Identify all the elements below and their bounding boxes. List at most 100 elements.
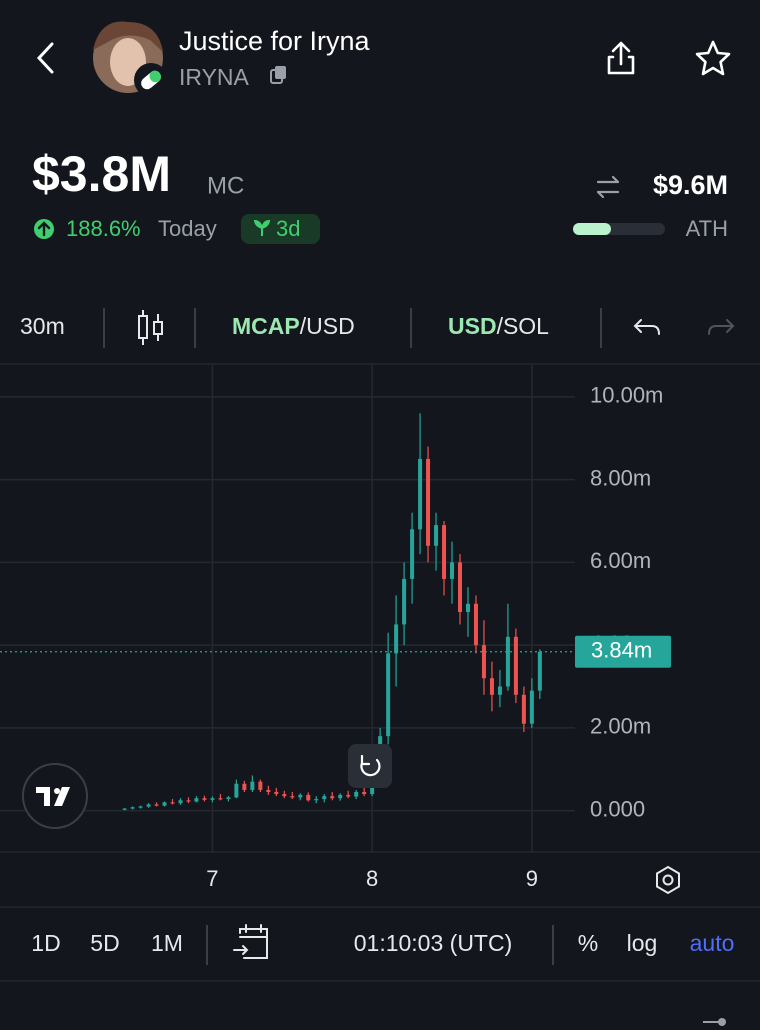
candle-body [434,525,439,546]
reset-chart-button[interactable] [348,744,392,788]
ath-label: ATH [686,216,728,241]
candle-body [290,796,295,798]
candle-body [282,794,287,797]
candle-body [410,529,415,579]
candle-body [322,796,327,800]
interval-button[interactable]: 30m [20,313,65,339]
y-tick-label: 10.00m [590,383,663,408]
percent-scale[interactable]: % [578,930,598,956]
redo-button[interactable] [708,319,735,335]
price-tag [575,635,671,668]
candle-body [473,603,478,646]
copy-icon-back [275,66,286,79]
y-tick-label: 2.00m [590,714,651,739]
tradingview-logo[interactable] [22,763,88,829]
undo-button[interactable] [633,319,660,335]
candle-body [130,807,135,809]
candle-body [386,653,391,737]
candle-body [513,636,518,695]
candle-body [418,458,423,530]
candle-body [210,798,215,800]
settings-center [662,874,674,886]
candle-body [458,562,462,613]
change-percent: 188.6% [66,216,141,241]
date-range-button[interactable] [233,924,268,959]
candle-body [497,686,502,695]
currency-toggle[interactable]: USD/SOL [448,313,549,339]
candle-body [529,690,534,724]
age-pill [241,214,320,244]
candle-body [202,798,207,800]
candle-body [521,694,526,724]
favorite-button[interactable] [695,40,731,76]
candle-body [481,645,486,679]
tradingview-dot [54,788,60,794]
candle-body [338,794,343,799]
candle-body [234,783,239,798]
y-tick-label: 8.00m [590,465,651,490]
token-ticker: IRYNA [179,64,250,90]
candle-body [170,802,175,804]
chart-type-button[interactable] [138,310,163,345]
candle-body [402,578,407,625]
x-tick-label: 7 [206,866,218,891]
auto-scale[interactable]: auto [690,930,735,956]
share-button[interactable] [607,41,635,75]
candle-body [194,798,199,802]
candle-body [346,794,351,797]
ath-value: $9.6M [653,170,728,200]
back-button[interactable] [36,42,54,74]
token-name: Justice for Iryna [179,26,371,56]
candle-body [537,651,542,691]
mcap-option[interactable]: MCAP [232,313,300,339]
y-tick-label: 6.00m [590,548,651,573]
candle-body [394,624,399,654]
candle-body [266,789,271,793]
change-period: Today [158,216,217,241]
token-age: 3d [276,216,300,241]
market-cap-label: MC [207,172,244,199]
candle-body [218,798,223,800]
range-1d[interactable]: 1D [31,930,60,956]
candle-body [354,792,359,797]
x-tick-label: 8 [366,866,378,891]
avatar-hair [93,21,163,52]
chart-settings-button[interactable] [656,865,680,895]
age-icon [253,219,271,236]
swap-icon[interactable] [596,175,620,199]
candle-body [426,458,431,546]
candle-body [242,783,247,790]
mcap-toggle[interactable]: MCAP/USD [232,313,355,339]
clock: 01:10:03 (UTC) [354,930,513,956]
candle-body [258,781,263,790]
candle-body [298,794,303,798]
candle-body [162,802,167,806]
range-5d[interactable]: 5D [90,930,119,956]
price-tag-label: 3.84m [591,638,652,663]
candle-body [122,808,127,810]
log-scale[interactable]: log [627,930,658,956]
market-cap: $3.8M [32,146,171,202]
candle-body [450,562,455,579]
candle-body [178,800,183,804]
candle-body [465,603,470,613]
ath-bar-fill [573,223,611,235]
candle-body [154,804,159,806]
pill-badge-half [149,70,161,83]
candle-body [370,785,375,795]
candle-body [138,806,143,808]
candle-body [274,792,279,795]
candle-body [489,678,494,695]
candle-body [250,781,255,790]
mcap-quote[interactable]: /USD [300,313,355,339]
candle-body [226,797,231,800]
usd-option[interactable]: USD [448,313,497,339]
range-1m[interactable]: 1M [151,930,183,956]
sol-quote[interactable]: /SOL [497,313,550,339]
slider-handle[interactable] [718,1018,726,1026]
candle-body [314,799,319,801]
